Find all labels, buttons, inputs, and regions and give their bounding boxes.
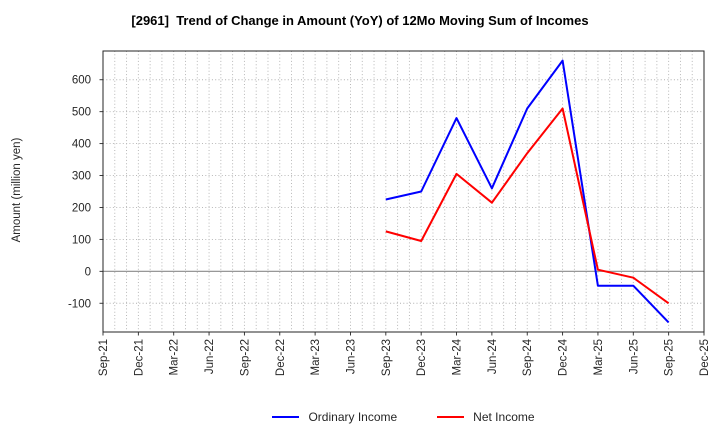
- x-tick-label: Sep-21: [98, 339, 110, 376]
- x-tick-label: Jun-22: [204, 339, 216, 374]
- x-tick-label: Jun-24: [487, 338, 499, 374]
- legend-item-net-income: Net Income: [437, 410, 535, 424]
- x-tick-label: Dec-21: [133, 339, 145, 376]
- series-line-net-income: [385, 107, 670, 305]
- x-tick-label: Sep-25: [664, 339, 676, 376]
- legend: Ordinary Income Net Income: [103, 406, 704, 428]
- x-tick-label: Dec-22: [275, 339, 287, 376]
- y-tick-label: 0: [85, 266, 91, 278]
- y-tick-label: 100: [72, 234, 91, 246]
- x-tick-label: Jun-25: [628, 339, 640, 374]
- x-tick-label: Mar-25: [593, 339, 605, 375]
- y-tick-label: 600: [72, 75, 91, 87]
- legend-item-ordinary-income: Ordinary Income: [272, 410, 397, 424]
- y-tick-label: -100: [68, 298, 91, 310]
- y-tick-label: 300: [72, 171, 91, 183]
- legend-label: Ordinary Income: [308, 410, 398, 424]
- chart-title: [2961] Trend of Change in Amount (YoY) o…: [131, 13, 589, 28]
- series-line-ordinary-income: [385, 59, 670, 324]
- y-tick-label: 200: [72, 202, 91, 214]
- plot-border: [102, 50, 705, 333]
- x-tick-label: Sep-22: [239, 339, 251, 376]
- x-tick-label: Mar-22: [169, 339, 181, 375]
- x-tick-label: Sep-23: [381, 339, 393, 376]
- x-tick-label: Dec-25: [699, 339, 711, 376]
- x-tick-label: Sep-24: [522, 338, 534, 376]
- x-tick-label: Mar-23: [310, 339, 322, 375]
- y-tick-label: 400: [72, 139, 91, 151]
- x-tick-label: Jun-23: [345, 339, 357, 374]
- legend-label: Net Income: [473, 410, 535, 424]
- legend-line-swatch-red: [437, 416, 465, 418]
- x-tick-label: Mar-24: [452, 338, 464, 375]
- legend-line-swatch-blue: [272, 416, 300, 418]
- x-tick-label: Dec-23: [416, 339, 428, 376]
- y-tick-label: 500: [72, 107, 91, 119]
- x-tick-label: Dec-24: [558, 338, 570, 376]
